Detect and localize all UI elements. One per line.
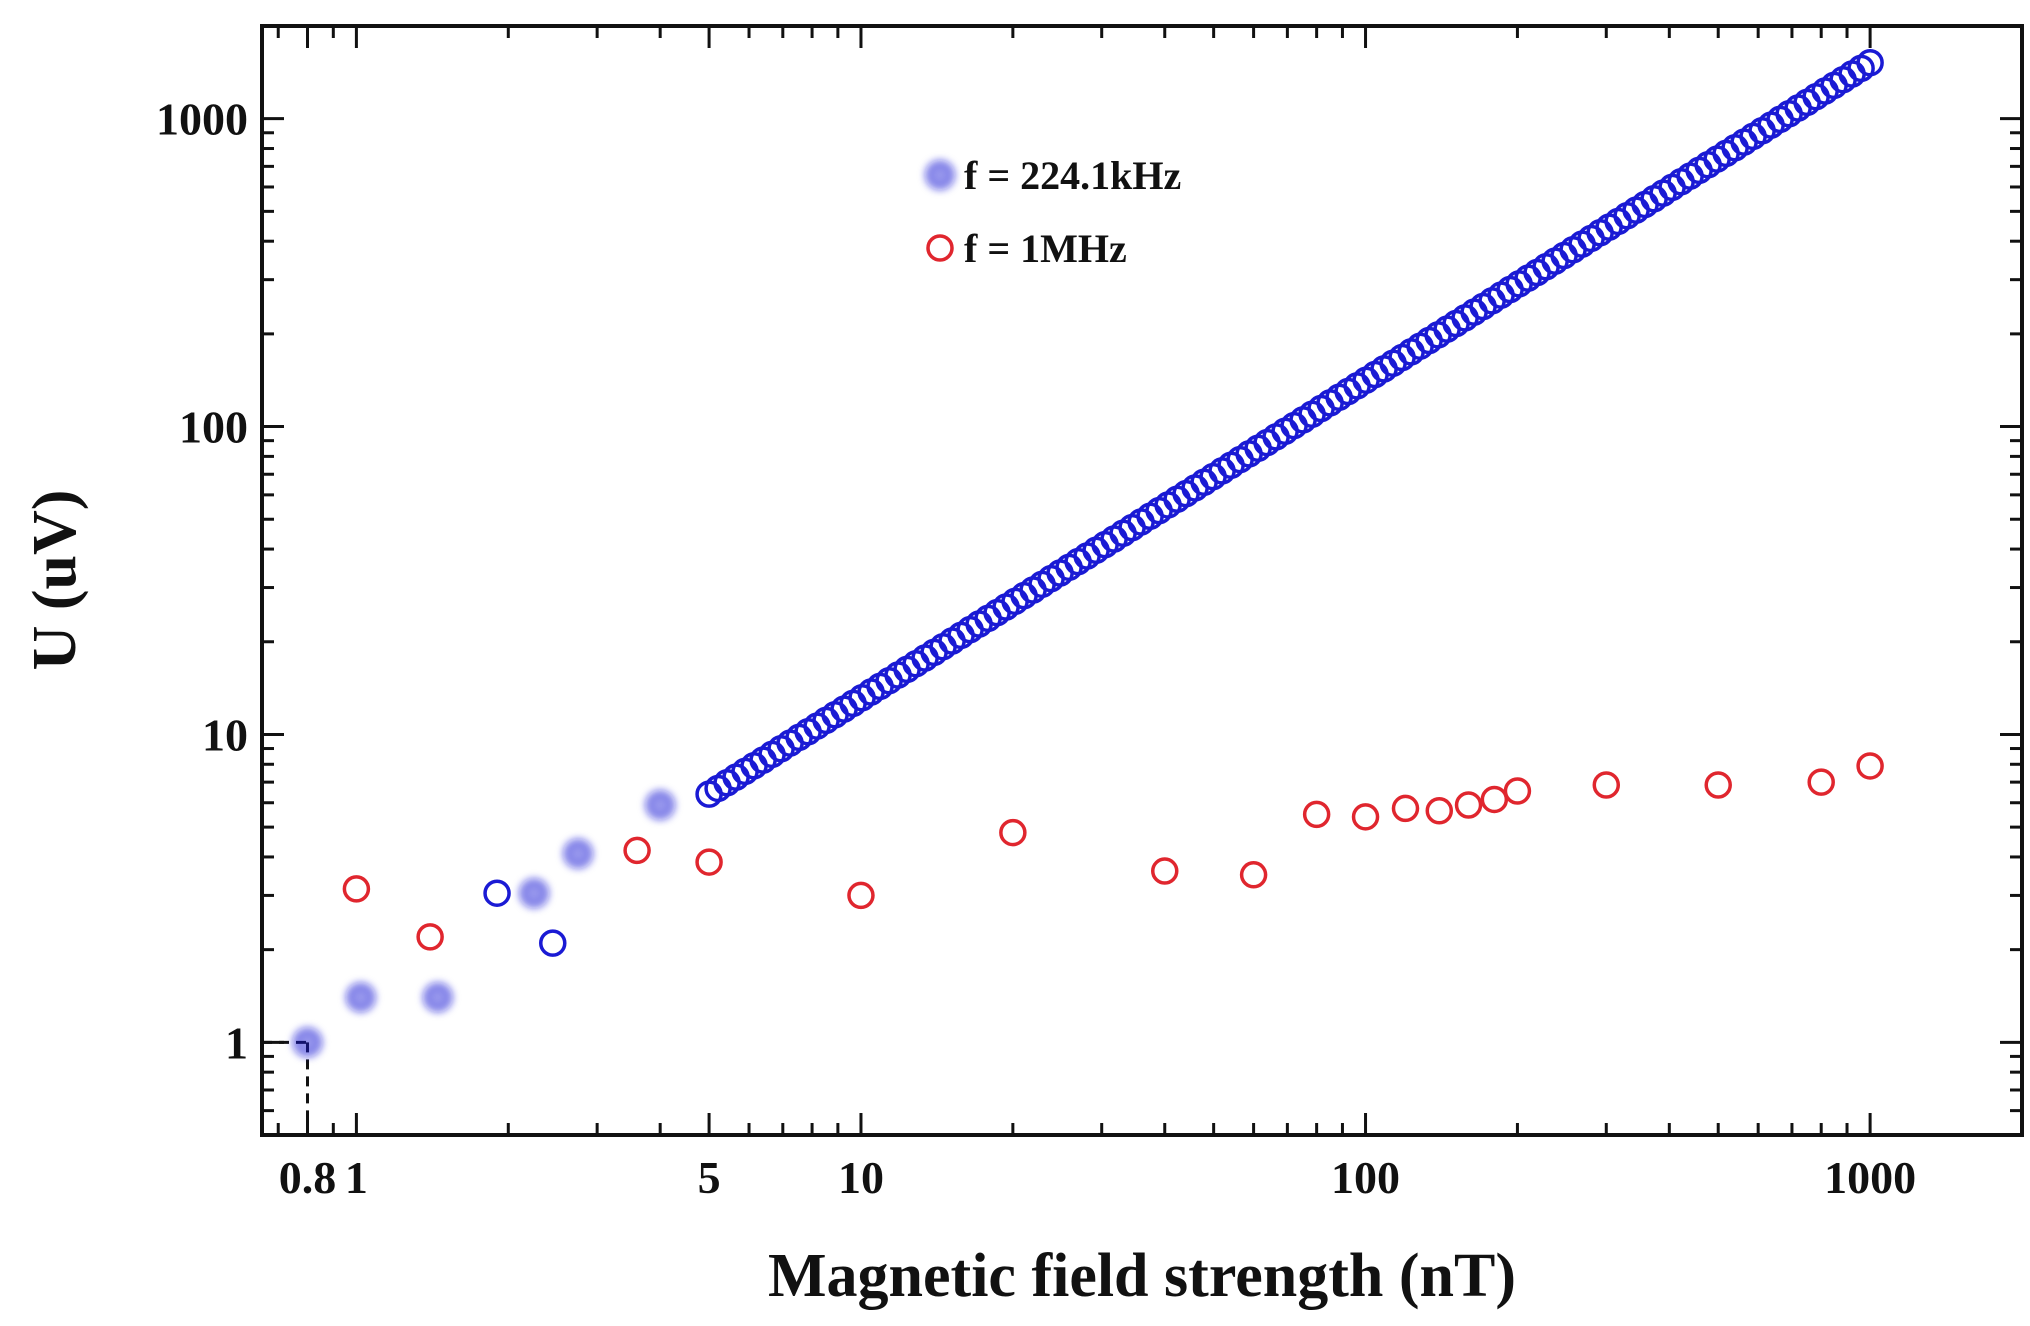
x-tick-label: 1000 — [1824, 1152, 1916, 1203]
red-data-point — [1391, 794, 1420, 823]
red-data-point — [1302, 800, 1331, 829]
blue-data-point — [1856, 48, 1884, 77]
y-axis-title: U (uV) — [21, 490, 89, 671]
blue-data-point — [292, 1027, 323, 1058]
legend-marker — [925, 160, 955, 190]
x-tick-label: 10 — [838, 1152, 884, 1203]
y-tick-label: 1 — [225, 1017, 248, 1068]
blue-data-point — [563, 838, 594, 869]
blue-data-point — [645, 789, 676, 820]
legend-label: f = 1MHz — [964, 226, 1127, 271]
x-tick-label: 0.8 — [279, 1152, 337, 1203]
y-tick-label: 100 — [179, 402, 248, 453]
y-tick-label: 1000 — [156, 94, 248, 145]
red-data-point — [695, 848, 723, 876]
blue-data-point — [519, 878, 550, 909]
x-tick-label: 1 — [345, 1152, 368, 1203]
red-data-point — [1425, 797, 1454, 825]
red-data-point — [1239, 861, 1268, 889]
red-data-point — [342, 875, 371, 903]
red-data-point — [1351, 803, 1380, 831]
plot-frame — [260, 24, 2024, 1137]
red-data-point — [1151, 857, 1179, 885]
y-tick-label: 10 — [202, 709, 248, 760]
legend-marker — [926, 234, 954, 262]
red-data-point — [1704, 771, 1732, 799]
red-data-point — [1807, 768, 1835, 796]
legend: f = 224.1kHz f = 1MHz — [925, 153, 1181, 271]
x-axis-title: Magnetic field strength (nT) — [768, 1242, 1516, 1310]
x-tick-label: 100 — [1331, 1152, 1400, 1203]
red-data-point — [847, 881, 875, 910]
red-data-point — [1503, 777, 1532, 805]
blue-data-point — [345, 982, 376, 1013]
red-data-point — [623, 836, 651, 865]
red-data-point — [416, 923, 444, 951]
x-tick-label: 5 — [698, 1152, 721, 1203]
blue-data-point — [422, 982, 453, 1013]
red-data-point — [1592, 771, 1621, 799]
legend-label: f = 224.1kHz — [964, 153, 1181, 198]
blue-data-point — [539, 929, 567, 957]
red-data-point — [1856, 752, 1884, 780]
blue-data-point — [483, 879, 511, 907]
red-data-point — [999, 818, 1027, 847]
red-data-point — [1480, 785, 1509, 814]
red-data-point — [1454, 791, 1483, 819]
